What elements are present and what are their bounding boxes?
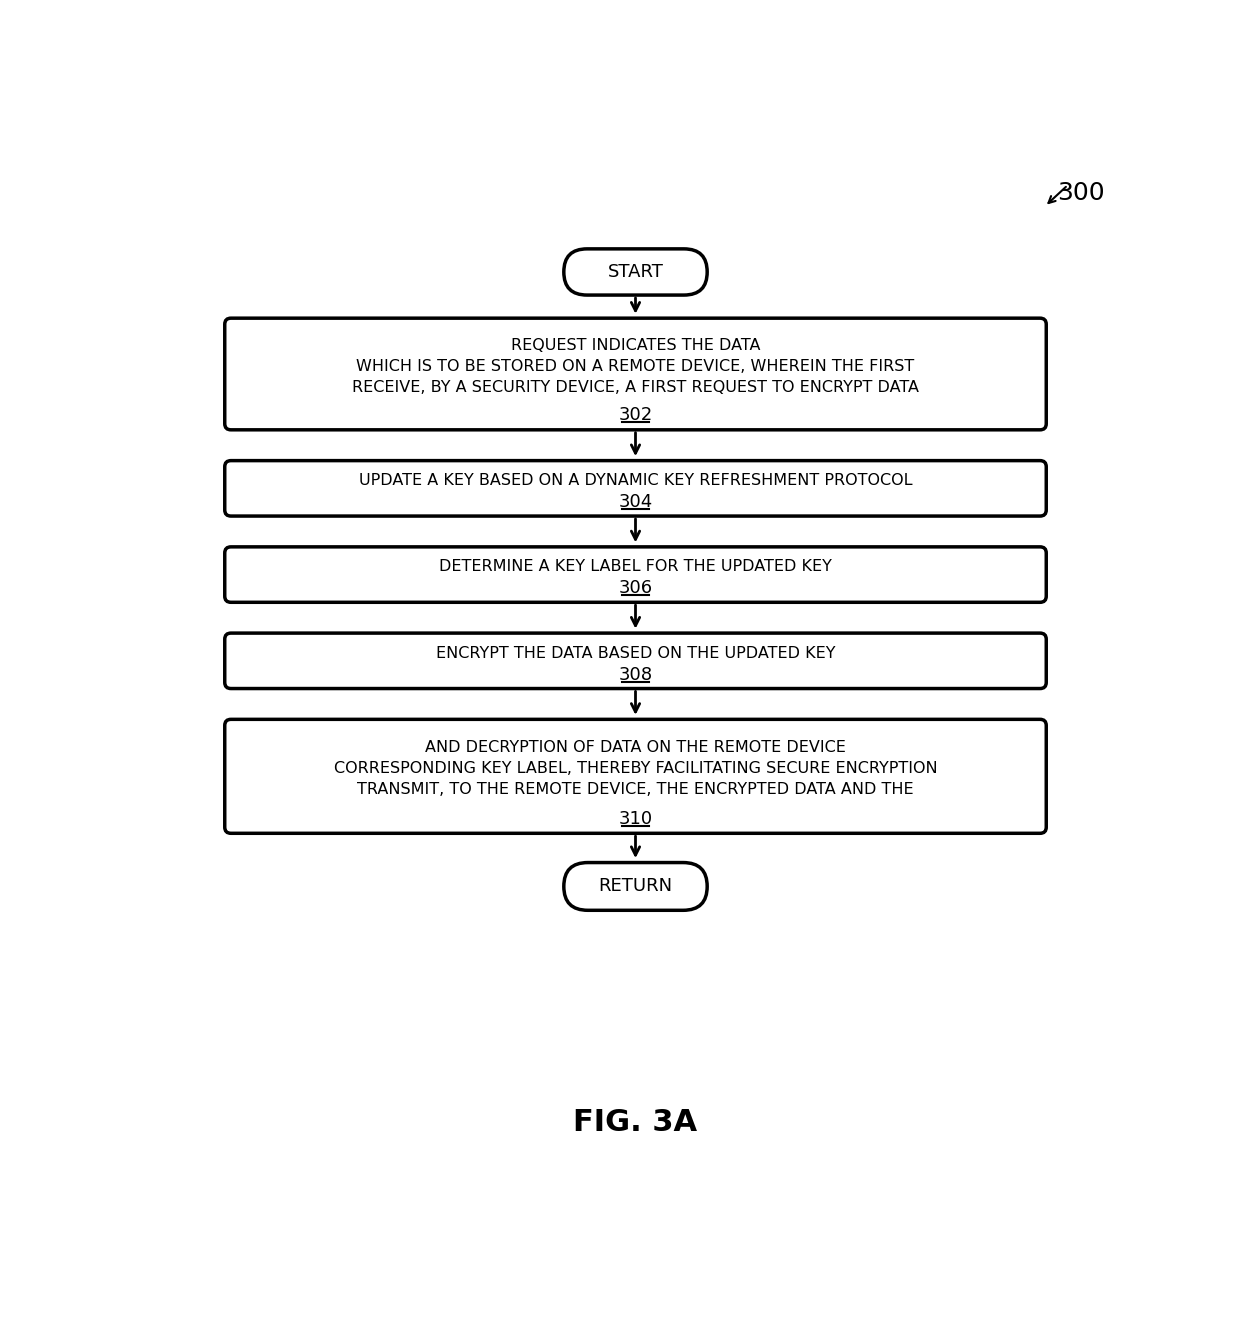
FancyBboxPatch shape — [224, 719, 1047, 834]
Text: CORRESPONDING KEY LABEL, THEREBY FACILITATING SECURE ENCRYPTION: CORRESPONDING KEY LABEL, THEREBY FACILIT… — [334, 762, 937, 776]
Text: 310: 310 — [619, 810, 652, 828]
Text: DETERMINE A KEY LABEL FOR THE UPDATED KEY: DETERMINE A KEY LABEL FOR THE UPDATED KE… — [439, 560, 832, 574]
Text: UPDATE A KEY BASED ON A DYNAMIC KEY REFRESHMENT PROTOCOL: UPDATE A KEY BASED ON A DYNAMIC KEY REFR… — [358, 473, 913, 488]
Text: TRANSMIT, TO THE REMOTE DEVICE, THE ENCRYPTED DATA AND THE: TRANSMIT, TO THE REMOTE DEVICE, THE ENCR… — [357, 782, 914, 796]
Text: RETURN: RETURN — [599, 878, 672, 895]
Text: START: START — [608, 263, 663, 281]
Text: FIG. 3A: FIG. 3A — [573, 1109, 698, 1137]
Text: 306: 306 — [619, 580, 652, 597]
Text: REQUEST INDICATES THE DATA: REQUEST INDICATES THE DATA — [511, 338, 760, 353]
Text: RECEIVE, BY A SECURITY DEVICE, A FIRST REQUEST TO ENCRYPT DATA: RECEIVE, BY A SECURITY DEVICE, A FIRST R… — [352, 379, 919, 394]
Text: 308: 308 — [619, 665, 652, 684]
FancyBboxPatch shape — [224, 461, 1047, 516]
FancyBboxPatch shape — [224, 318, 1047, 430]
Text: 304: 304 — [619, 493, 652, 512]
FancyBboxPatch shape — [224, 546, 1047, 603]
FancyBboxPatch shape — [564, 863, 707, 910]
FancyBboxPatch shape — [224, 633, 1047, 688]
Text: 300: 300 — [1058, 180, 1105, 204]
Text: AND DECRYPTION OF DATA ON THE REMOTE DEVICE: AND DECRYPTION OF DATA ON THE REMOTE DEV… — [425, 740, 846, 755]
Text: 302: 302 — [619, 406, 652, 425]
Text: ENCRYPT THE DATA BASED ON THE UPDATED KEY: ENCRYPT THE DATA BASED ON THE UPDATED KE… — [435, 645, 836, 660]
FancyBboxPatch shape — [564, 248, 707, 295]
Text: WHICH IS TO BE STORED ON A REMOTE DEVICE, WHEREIN THE FIRST: WHICH IS TO BE STORED ON A REMOTE DEVICE… — [356, 359, 915, 374]
